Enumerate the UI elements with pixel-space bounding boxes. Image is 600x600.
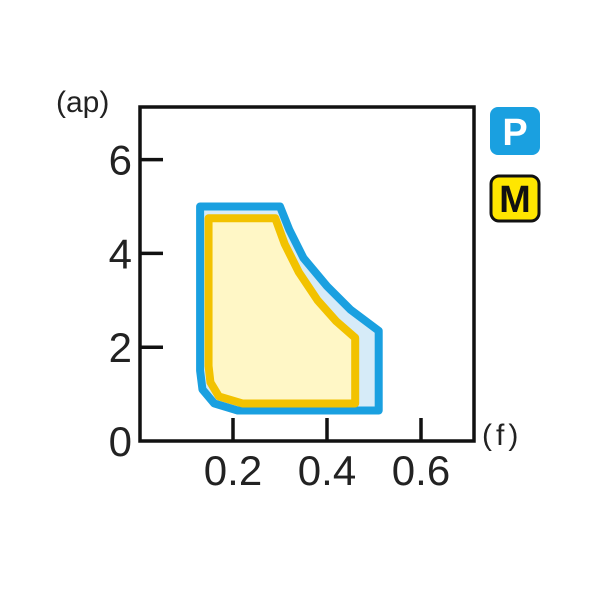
- y-tick-label: 4: [109, 230, 132, 277]
- x-axis-label: (f): [482, 419, 522, 452]
- legend-m-badge: [489, 174, 541, 223]
- legend-p: P: [490, 107, 540, 155]
- legend-m-label: M: [499, 179, 531, 221]
- plot-frame: [138, 105, 476, 443]
- legend-p-badge: [490, 107, 540, 155]
- y-tick-label: 6: [109, 137, 132, 184]
- x-tick-label: 0.2: [204, 447, 262, 494]
- legend-m: M: [489, 174, 541, 223]
- y-tick-label: 0: [109, 418, 132, 465]
- legend-p-label: P: [502, 112, 527, 154]
- y-axis-label: (ap): [56, 86, 109, 119]
- x-tick-label: 0.4: [298, 447, 356, 494]
- y-tick-label: 2: [109, 324, 132, 371]
- x-tick-label: 0.6: [392, 447, 450, 494]
- region-m: [204, 214, 360, 408]
